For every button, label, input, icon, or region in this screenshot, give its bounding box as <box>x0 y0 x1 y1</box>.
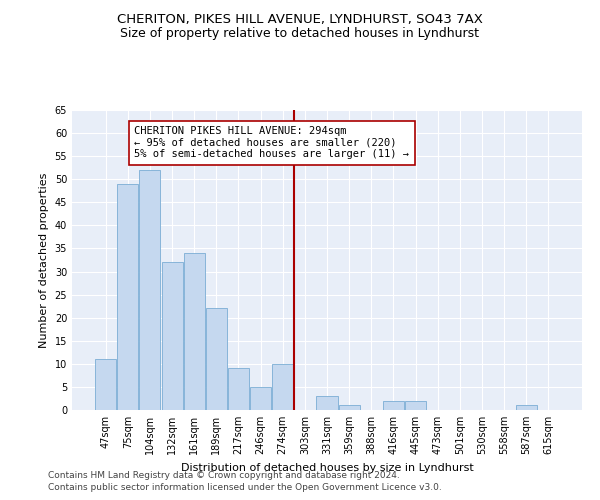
Bar <box>316 396 338 410</box>
Bar <box>228 368 249 410</box>
Bar <box>272 364 293 410</box>
Text: Size of property relative to detached houses in Lyndhurst: Size of property relative to detached ho… <box>121 28 479 40</box>
Bar <box>118 184 139 410</box>
Bar <box>338 406 359 410</box>
Text: CHERITON, PIKES HILL AVENUE, LYNDHURST, SO43 7AX: CHERITON, PIKES HILL AVENUE, LYNDHURST, … <box>117 12 483 26</box>
Bar <box>95 359 116 410</box>
Bar <box>161 262 182 410</box>
X-axis label: Distribution of detached houses by size in Lyndhurst: Distribution of detached houses by size … <box>181 462 473 472</box>
Bar <box>383 401 404 410</box>
Bar <box>206 308 227 410</box>
Y-axis label: Number of detached properties: Number of detached properties <box>39 172 49 348</box>
Bar <box>184 253 205 410</box>
Text: Contains public sector information licensed under the Open Government Licence v3: Contains public sector information licen… <box>48 484 442 492</box>
Text: Contains HM Land Registry data © Crown copyright and database right 2024.: Contains HM Land Registry data © Crown c… <box>48 471 400 480</box>
Bar <box>515 406 536 410</box>
Bar <box>250 387 271 410</box>
Bar <box>139 170 160 410</box>
Bar <box>405 401 426 410</box>
Text: CHERITON PIKES HILL AVENUE: 294sqm
← 95% of detached houses are smaller (220)
5%: CHERITON PIKES HILL AVENUE: 294sqm ← 95%… <box>134 126 409 160</box>
